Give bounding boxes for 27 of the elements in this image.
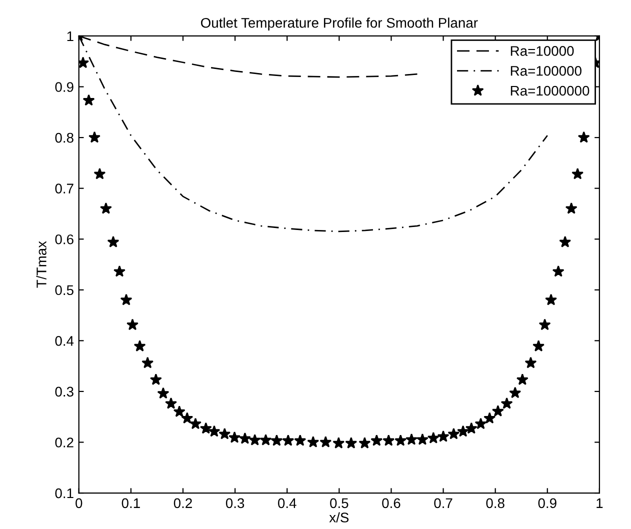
y-tick-label: 0.8	[55, 132, 74, 143]
y-tick-label: 0.6	[55, 234, 74, 244]
x-tick-label: 0.2	[174, 498, 192, 508]
y-tick-label: 0.5	[55, 285, 74, 296]
y-tick-label: 0.7	[55, 184, 74, 194]
legend-label: Ra=10000	[510, 46, 574, 56]
legend-label: Ra=1000000	[510, 86, 590, 96]
y-tick-label: 0.4	[55, 336, 74, 346]
x-axis-title: x/S	[329, 512, 349, 522]
x-tick-label: 0.4	[278, 498, 296, 508]
y-tick-label: 0.2	[55, 438, 74, 448]
y-axis-title: T/Tmax	[36, 241, 46, 288]
y-tick-label: 0.1	[55, 488, 74, 498]
legend-label: Ra=100000	[510, 66, 582, 76]
x-tick-label: 0.5	[330, 498, 348, 508]
y-tick-label: 1	[67, 31, 74, 42]
y-tick-label: 0.9	[55, 82, 74, 92]
x-tick-label: 0.8	[486, 498, 504, 508]
chart-title: Outlet Temperature Profile for Smooth Planar	[201, 18, 478, 31]
y-tick-label: 0.3	[55, 386, 74, 397]
x-tick-label: 0.1	[122, 498, 140, 508]
x-tick-label: 0	[76, 498, 82, 508]
x-tick-label: 0.6	[382, 498, 400, 508]
x-tick-label: 0.9	[538, 498, 556, 508]
x-tick-label: 1	[596, 498, 603, 508]
x-tick-label: 0.7	[434, 498, 452, 508]
x-tick-label: 0.3	[226, 498, 244, 508]
